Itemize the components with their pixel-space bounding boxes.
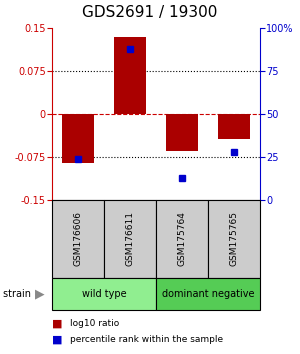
Text: ▶: ▶ — [35, 287, 45, 301]
Text: percentile rank within the sample: percentile rank within the sample — [70, 336, 223, 344]
Bar — [167, 114, 198, 151]
Text: ■: ■ — [52, 335, 62, 345]
Text: strain: strain — [3, 289, 34, 299]
Text: wild type: wild type — [82, 289, 126, 299]
Text: GDS2691 / 19300: GDS2691 / 19300 — [82, 5, 218, 19]
Text: ■: ■ — [52, 319, 62, 329]
Text: GSM175764: GSM175764 — [178, 212, 187, 267]
Text: GSM176606: GSM176606 — [74, 211, 82, 267]
Text: dominant negative: dominant negative — [162, 289, 254, 299]
Bar — [114, 36, 146, 114]
Text: GSM175765: GSM175765 — [230, 211, 238, 267]
Bar — [62, 114, 94, 163]
Text: GSM176611: GSM176611 — [125, 211, 134, 267]
Bar — [218, 114, 250, 139]
Text: log10 ratio: log10 ratio — [70, 320, 119, 329]
